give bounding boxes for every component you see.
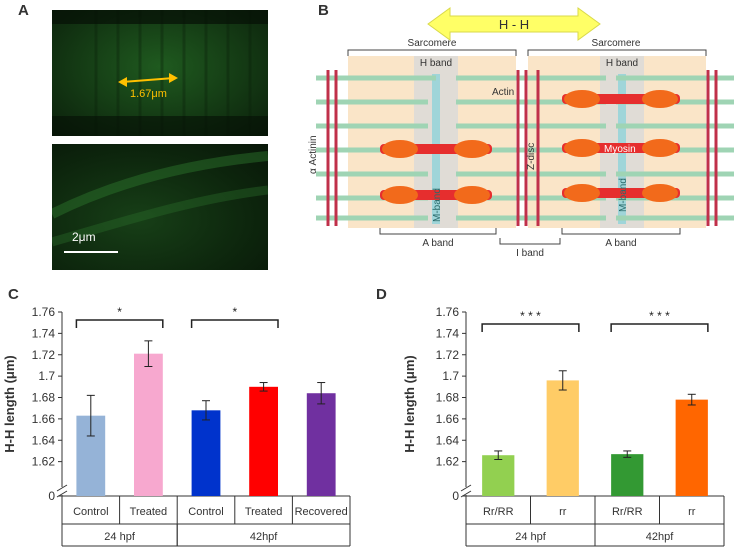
category-label: Recovered bbox=[295, 506, 348, 518]
category-label: rr bbox=[688, 506, 696, 518]
m-band-label-left: M-band bbox=[432, 188, 443, 222]
panel-letter-d: D bbox=[376, 286, 387, 303]
z-disc-label: Z-disc bbox=[526, 143, 537, 170]
y-tick-label: 1.64 bbox=[436, 433, 460, 447]
y-tick-label: 1.62 bbox=[436, 455, 460, 469]
chart-d: 0 1.62 1.64 1.66 1.68 1.7 1.72 1.74 1.76 H-H leng… bbox=[402, 305, 725, 547]
a-band-label-right: A band bbox=[605, 238, 636, 249]
group-label: 24 hpf bbox=[515, 531, 547, 543]
significance-label: * bbox=[117, 305, 122, 319]
axis-break-mark bbox=[56, 490, 68, 498]
bar bbox=[249, 386, 278, 496]
hh-arrow bbox=[427, 7, 601, 41]
chart-c: 0 1.62 1.64 1.66 1.68 1.7 1.72 1.74 1.76 H-H leng… bbox=[2, 305, 351, 547]
y-tick-label: 0 bbox=[452, 489, 459, 503]
group-label: 24 hpf bbox=[104, 531, 136, 543]
hh-label: H - H bbox=[499, 17, 529, 32]
category-label: Control bbox=[188, 506, 223, 518]
bar bbox=[482, 455, 515, 496]
sarcomere-diagram: H - H Sarcomere Sarcomere H band H band bbox=[308, 7, 734, 259]
y-tick-label: 1.74 bbox=[32, 326, 56, 340]
y-tick-label: 1.68 bbox=[436, 391, 460, 405]
significance-bracket bbox=[481, 323, 580, 332]
z-discs bbox=[326, 70, 718, 226]
y-tick-label: 1.76 bbox=[32, 305, 56, 319]
significance-label: * * * bbox=[649, 309, 670, 323]
panel-letter-b: B bbox=[318, 2, 329, 19]
alpha-actinin-label: α Actinin bbox=[308, 135, 319, 174]
y-tick-label: 1.68 bbox=[32, 391, 56, 405]
scale-bar-label: 2μm bbox=[72, 230, 96, 244]
significance-bracket bbox=[75, 319, 164, 328]
h-band-label-right: H band bbox=[606, 58, 638, 69]
group-label: 42hpf bbox=[250, 531, 278, 543]
significance-label: * bbox=[232, 305, 237, 319]
measure-arrowhead-right bbox=[169, 73, 178, 83]
bar bbox=[611, 454, 644, 496]
measure-arrow bbox=[121, 77, 175, 83]
measure-arrowhead-left bbox=[118, 77, 127, 87]
myosin-label: Myosin bbox=[604, 144, 636, 155]
y-tick-label: 1.72 bbox=[436, 348, 460, 362]
i-band-label: I band bbox=[516, 248, 544, 259]
bar bbox=[191, 410, 221, 496]
category-label: Rr/RR bbox=[483, 506, 514, 518]
actin-label: Actin bbox=[492, 87, 514, 98]
h-band-label-left: H band bbox=[420, 58, 452, 69]
significance-bracket bbox=[610, 323, 709, 332]
y-axis-label: H-H length (μm) bbox=[2, 355, 17, 453]
axis-break-mark bbox=[56, 484, 68, 492]
sarcomere-label-right: Sarcomere bbox=[592, 38, 641, 49]
panel-letter-c: C bbox=[8, 286, 19, 303]
significance-bracket bbox=[190, 319, 279, 328]
striation-overlay bbox=[52, 10, 268, 136]
micrograph-bottom: 2μm bbox=[52, 144, 268, 270]
fiber-overlay bbox=[52, 151, 268, 253]
significance-label: * * * bbox=[520, 309, 541, 323]
y-tick-label: 1.7 bbox=[442, 369, 459, 383]
a-band-label-left: A band bbox=[422, 238, 453, 249]
y-tick-label: 1.66 bbox=[436, 412, 460, 426]
y-tick-label: 1.66 bbox=[32, 412, 56, 426]
panel-letter-a: A bbox=[18, 2, 29, 19]
axis-break-mark bbox=[460, 490, 472, 498]
y-tick-label: 0 bbox=[48, 489, 55, 503]
y-axis-label: H-H length (μm) bbox=[402, 355, 417, 453]
y-tick-label: 1.72 bbox=[32, 348, 56, 362]
bar bbox=[546, 380, 579, 496]
y-tick-label: 1.62 bbox=[32, 455, 56, 469]
bar bbox=[675, 399, 708, 496]
group-label: 42hpf bbox=[646, 531, 674, 543]
category-label: rr bbox=[559, 506, 567, 518]
axis-break-mark bbox=[460, 484, 472, 492]
category-label: Rr/RR bbox=[612, 506, 643, 518]
y-tick-label: 1.64 bbox=[32, 433, 56, 447]
micrograph-top: 1.67μm bbox=[52, 10, 268, 136]
bar bbox=[306, 393, 336, 496]
sarcomere-label-left: Sarcomere bbox=[408, 38, 457, 49]
y-tick-label: 1.7 bbox=[38, 369, 55, 383]
y-tick-label: 1.76 bbox=[436, 305, 460, 319]
category-label: Control bbox=[73, 506, 108, 518]
myosin-filaments bbox=[380, 90, 680, 204]
bar bbox=[134, 353, 163, 496]
category-label: Treated bbox=[245, 506, 283, 518]
category-label: Treated bbox=[130, 506, 168, 518]
m-band-label-right: M-band bbox=[618, 178, 629, 212]
y-tick-label: 1.74 bbox=[436, 326, 460, 340]
measure-label: 1.67μm bbox=[130, 88, 167, 100]
